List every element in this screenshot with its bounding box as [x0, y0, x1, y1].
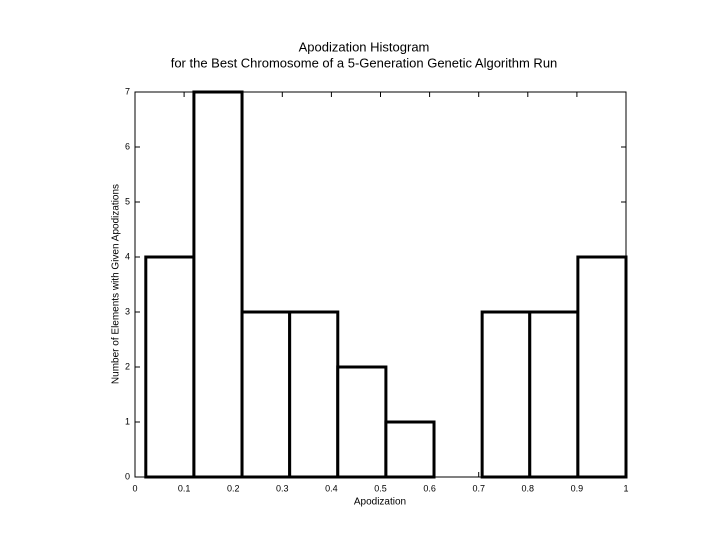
y-tick-label: 7: [125, 86, 130, 96]
y-tick-label: 4: [125, 251, 130, 261]
y-tick-label: 5: [125, 196, 130, 206]
bar: [192, 90, 244, 479]
bar: [288, 310, 340, 479]
x-tick-label: 0.4: [325, 483, 338, 493]
bar: [240, 310, 292, 479]
x-tick-label: 0.5: [374, 483, 387, 493]
y-tick-label: 0: [125, 471, 130, 481]
y-axis-label: Number of Elements with Given Apodizatio…: [111, 184, 122, 384]
x-tick-label: 0.2: [227, 483, 240, 493]
x-tick-label: 0.9: [571, 483, 584, 493]
chart-subtitle: for the Best Chromosome of a 5-Generatio…: [171, 55, 558, 70]
bar: [480, 310, 532, 479]
x-tick-label: 0.7: [472, 483, 485, 493]
x-tick-label: 0: [132, 483, 137, 493]
x-tick-label: 0.8: [522, 483, 535, 493]
bar: [144, 255, 196, 479]
bar: [384, 420, 436, 479]
chart-title: Apodization Histogram: [299, 39, 430, 54]
y-tick-label: 1: [125, 416, 130, 426]
bar: [576, 255, 628, 479]
x-tick-label: 0.6: [423, 483, 436, 493]
x-axis-label: Apodization: [354, 497, 406, 508]
bar: [336, 365, 388, 479]
x-tick-label: 0.3: [276, 483, 289, 493]
bar: [528, 310, 580, 479]
y-tick-label: 3: [125, 306, 130, 316]
y-tick-label: 6: [125, 141, 130, 151]
x-tick-label: 0.1: [178, 483, 191, 493]
y-tick-label: 2: [125, 361, 130, 371]
x-tick-label: 1: [623, 483, 628, 493]
